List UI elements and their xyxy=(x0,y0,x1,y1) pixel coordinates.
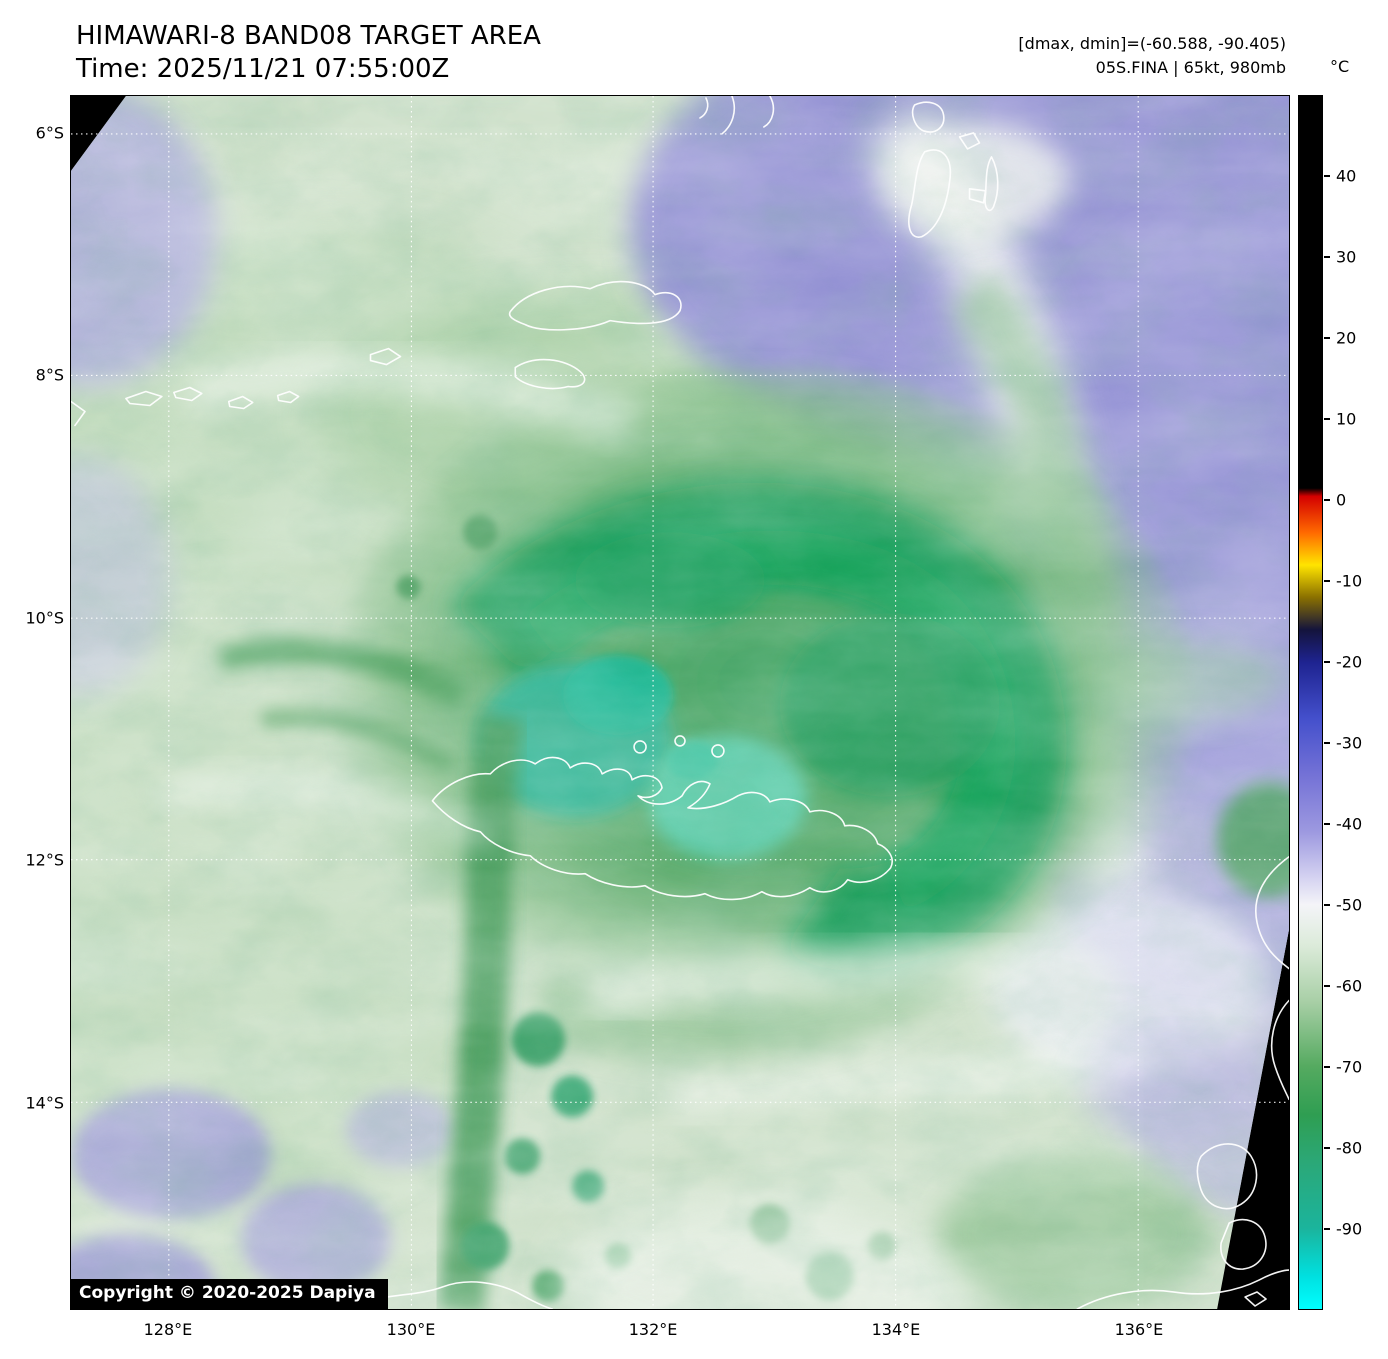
colorbar-tick-label: -40 xyxy=(1336,814,1363,834)
satellite-image xyxy=(71,96,1289,1309)
colorbar-tick-mark xyxy=(1324,175,1330,177)
colorbar-tick-label: 40 xyxy=(1336,166,1357,186)
lat-tick-label: 6°S xyxy=(35,123,64,143)
colorbar-tick-mark xyxy=(1324,1228,1330,1230)
colorbar-tick-label: 20 xyxy=(1336,328,1357,348)
storm-info-annotation: 05S.FINA | 65kt, 980mb xyxy=(1095,58,1286,77)
lat-tick-label: 10°S xyxy=(25,608,64,628)
lon-tick-label: 130°E xyxy=(386,1320,436,1339)
colorbar-tick-mark xyxy=(1324,580,1330,582)
colorbar-tick-mark xyxy=(1324,1066,1330,1068)
colorbar-tick-label: -80 xyxy=(1336,1138,1363,1158)
colorbar-tick-label: -70 xyxy=(1336,1057,1363,1077)
colorbar-tick-mark xyxy=(1324,499,1330,501)
colorbar-unit-label: °C xyxy=(1330,57,1350,76)
colorbar-tick-label: 10 xyxy=(1336,409,1357,429)
graticule xyxy=(71,96,1289,1309)
annotation-block: [dmax, dmin]=(-60.588, -90.405) 05S.FINA… xyxy=(1018,32,1286,80)
colorbar-tick-mark xyxy=(1324,337,1330,339)
colorbar-tick-mark xyxy=(1324,823,1330,825)
colorbar-tick-label: -20 xyxy=(1336,652,1363,672)
figure-title: HIMAWARI-8 BAND08 TARGET AREA xyxy=(76,21,541,51)
colorbar-tick-label: -50 xyxy=(1336,895,1363,915)
colorbar-tick-mark xyxy=(1324,742,1330,744)
colorbar-tick-label: -60 xyxy=(1336,976,1363,996)
lon-tick-label: 132°E xyxy=(628,1320,678,1339)
lat-tick-label: 12°S xyxy=(25,850,64,870)
cloud-field xyxy=(71,96,1289,1309)
colorbar-tick-label: -90 xyxy=(1336,1219,1363,1239)
colorbar-tick-mark xyxy=(1324,985,1330,987)
colorbar-tick-mark xyxy=(1324,418,1330,420)
lon-tick-label: 134°E xyxy=(871,1320,921,1339)
dmax-dmin-annotation: [dmax, dmin]=(-60.588, -90.405) xyxy=(1018,34,1286,53)
colorbar-gradient xyxy=(1299,96,1322,1309)
colorbar-tick-mark xyxy=(1324,661,1330,663)
title-block: HIMAWARI-8 BAND08 TARGET AREA Time: 2025… xyxy=(76,20,541,87)
figure-time: Time: 2025/11/21 07:55:00Z xyxy=(76,54,450,85)
colorbar-tick-label: 0 xyxy=(1336,490,1347,510)
colorbar-tick-label: -10 xyxy=(1336,571,1363,591)
colorbar-tick-label: -30 xyxy=(1336,733,1363,753)
lon-tick-label: 136°E xyxy=(1114,1320,1164,1339)
colorbar-tick-mark xyxy=(1324,904,1330,906)
colorbar-tick-mark xyxy=(1324,1147,1330,1149)
copyright-overlay: Copyright © 2020-2025 Dapiya xyxy=(71,1279,388,1309)
lat-tick-label: 8°S xyxy=(35,365,64,385)
colorbar xyxy=(1298,95,1323,1310)
satellite-map-plot: Copyright © 2020-2025 Dapiya xyxy=(70,95,1290,1310)
colorbar-tick-mark xyxy=(1324,256,1330,258)
lon-tick-label: 128°E xyxy=(143,1320,193,1339)
lat-tick-label: 14°S xyxy=(25,1093,64,1113)
colorbar-tick-label: 30 xyxy=(1336,247,1357,267)
coastlines xyxy=(71,96,1289,1309)
